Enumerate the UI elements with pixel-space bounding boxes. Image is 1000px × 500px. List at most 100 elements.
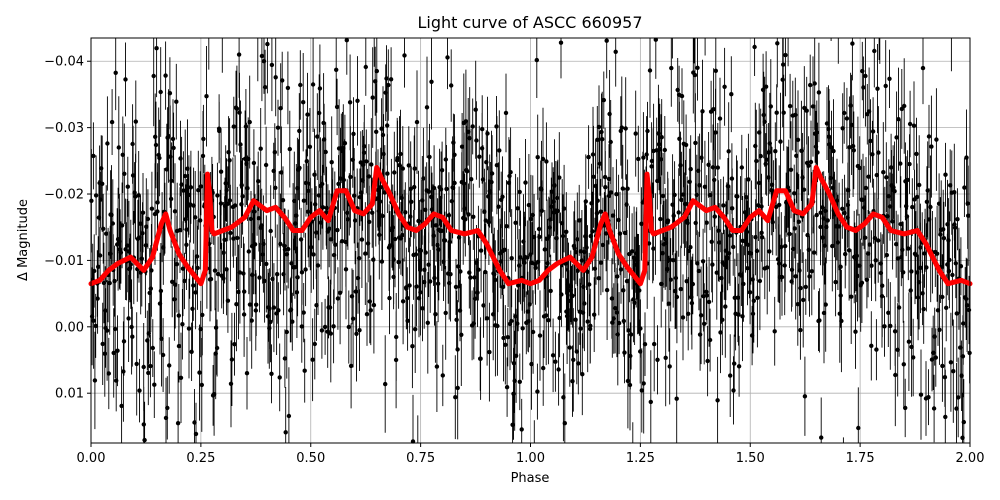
data-point [567,345,572,350]
data-point [364,312,370,317]
data-point [420,198,425,203]
data-point [636,156,641,162]
data-point [144,224,149,229]
data-point [405,295,410,301]
data-point [474,260,479,265]
data-point [896,117,901,122]
data-point [107,280,112,286]
data-point [781,110,786,115]
data-point [241,271,246,276]
data-point [119,223,125,228]
y-tick-label: 0.00 [55,320,84,335]
data-point [671,213,676,218]
data-point [355,98,360,104]
data-point [403,210,408,215]
data-point [615,274,620,279]
data-point [721,203,726,208]
data-point [961,419,966,425]
data-point [331,252,337,258]
data-point [795,302,800,307]
data-point [224,267,229,272]
data-point [914,151,919,157]
data-point [92,268,97,274]
data-point [158,89,163,95]
data-point [774,110,779,115]
data-point [410,439,416,444]
data-point [498,259,504,264]
data-point [922,251,927,256]
chart-title: Light curve of ASCC 660957 [417,13,642,32]
data-point [658,216,663,222]
data-point [436,247,441,252]
y-tick-label: −0.01 [44,254,84,269]
data-point [742,210,748,215]
data-point [966,307,972,313]
data-point [625,186,630,191]
data-point [527,302,532,307]
data-point [918,392,924,397]
data-point [106,371,112,376]
data-point [629,249,635,254]
data-point [891,185,896,190]
data-point [443,157,448,162]
data-point [145,338,150,343]
data-point [478,248,484,253]
data-point [664,240,669,246]
data-point [522,260,527,265]
data-point [431,233,436,238]
data-point [830,185,835,190]
data-point [689,294,694,300]
data-point [387,295,392,301]
data-point [429,79,434,85]
data-point [125,243,130,248]
data-point [882,324,887,329]
data-point [690,281,695,287]
data-point [767,249,772,254]
data-point [695,65,700,71]
data-point [414,119,420,125]
data-point [312,341,317,347]
data-point [226,150,231,155]
data-point [848,103,853,108]
data-point [333,242,338,247]
data-point [828,175,833,181]
data-point [826,134,832,139]
data-point [247,302,253,307]
data-point [197,370,202,375]
data-point [453,395,458,400]
data-point [469,177,474,182]
data-point [225,298,231,303]
data-point [943,414,948,420]
data-point [154,46,159,51]
data-point [327,226,332,231]
data-point [850,41,855,46]
data-point [750,311,756,316]
data-point [376,208,382,214]
data-point [384,76,389,81]
data-point [914,194,920,200]
data-point [587,282,592,287]
data-point [260,252,265,257]
data-point [378,185,383,190]
data-point [221,250,226,255]
data-point [126,316,131,321]
data-point [585,319,590,324]
data-point [872,235,878,241]
data-point [218,201,224,206]
data-point [165,405,170,411]
data-point [768,104,773,109]
data-point [573,317,578,322]
data-point [547,225,552,230]
data-point [901,270,906,275]
data-point [140,231,145,236]
data-point [579,258,585,263]
data-point [739,273,744,278]
data-point [904,203,909,209]
data-point [860,197,866,202]
data-point [336,181,341,187]
data-point [803,284,808,290]
data-point [704,220,709,225]
data-point [549,189,555,194]
data-point [940,363,945,369]
data-point [93,323,98,329]
